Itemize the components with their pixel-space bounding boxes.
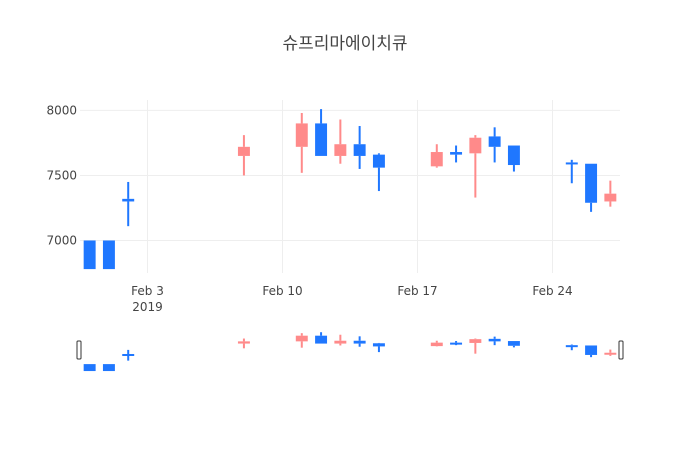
- candle-body: [315, 335, 328, 344]
- candle-body: [122, 354, 135, 356]
- slider-candle: [372, 342, 385, 353]
- y-tick-label: 7500: [46, 168, 77, 182]
- candle-body: [430, 152, 443, 167]
- slider-candle: [430, 340, 443, 347]
- x-tick-label: Feb 17: [397, 284, 437, 298]
- candle-body: [507, 341, 520, 346]
- candle-body: [565, 162, 578, 165]
- candle-body: [488, 136, 501, 147]
- slider-candle: [469, 338, 482, 354]
- candle-body: [295, 123, 308, 147]
- candle-body: [353, 340, 366, 344]
- range-slider-left-handle[interactable]: [76, 340, 82, 360]
- candle: [488, 127, 501, 163]
- candle-body: [565, 345, 578, 348]
- candle-body: [295, 335, 308, 342]
- range-slider-right-handle[interactable]: [618, 340, 624, 360]
- x-axis-ticks: Feb 3 2019 Feb 10 Feb 17 Feb 24: [131, 284, 573, 314]
- candle-body: [334, 340, 347, 344]
- slider-candle: [295, 333, 308, 348]
- candle-body: [604, 193, 617, 202]
- candle-body: [237, 341, 250, 344]
- candle-body: [102, 364, 115, 372]
- candle: [450, 145, 463, 163]
- candle-body: [237, 146, 250, 156]
- candle-body: [488, 338, 501, 342]
- candle: [604, 180, 617, 207]
- candle-body: [450, 342, 463, 345]
- candle-body: [83, 240, 96, 270]
- candle-body: [315, 123, 328, 156]
- main-candles: [83, 109, 617, 270]
- y-axis-ticks: 7000 7500 8000: [46, 103, 77, 247]
- candle-body: [585, 163, 598, 203]
- candle: [122, 181, 135, 227]
- slider-candle: [102, 364, 115, 372]
- candle: [334, 119, 347, 164]
- candle-body: [372, 343, 385, 347]
- candle-body: [469, 137, 482, 154]
- range-slider-background: [79, 329, 621, 373]
- slider-candle: [488, 336, 501, 346]
- candle: [83, 240, 96, 270]
- candle-body: [469, 339, 482, 343]
- candle-body: [83, 364, 96, 372]
- candle: [565, 159, 578, 184]
- slider-candle: [237, 338, 250, 349]
- candle-body: [102, 240, 115, 270]
- slider-candle: [507, 341, 520, 348]
- chart-title: 슈프리마에이치큐: [282, 34, 407, 54]
- x-tick-label: Feb 3: [131, 284, 164, 298]
- grid-lines: [80, 100, 620, 273]
- candle: [507, 145, 520, 172]
- x-tick-sublabel: 2019: [132, 300, 163, 314]
- slider-candle: [315, 332, 328, 344]
- slider-candle: [83, 364, 96, 372]
- slider-candle: [604, 349, 617, 356]
- candle: [102, 240, 115, 270]
- slider-candle: [122, 349, 135, 361]
- candle: [353, 126, 366, 169]
- candle: [469, 135, 482, 198]
- candle-body: [507, 145, 520, 166]
- slider-candle: [450, 341, 463, 346]
- candle-body: [334, 144, 347, 156]
- candle-body: [430, 342, 443, 347]
- x-tick-label: Feb 10: [262, 284, 302, 298]
- candle-body: [353, 144, 366, 156]
- candle: [372, 153, 385, 192]
- candle-body: [122, 198, 135, 202]
- candle: [315, 109, 328, 156]
- candle-body: [372, 154, 385, 168]
- candle: [585, 163, 598, 212]
- candle: [430, 144, 443, 168]
- candle: [295, 113, 308, 173]
- x-tick-label: Feb 24: [532, 284, 572, 298]
- candle: [237, 135, 250, 176]
- range-slider[interactable]: [76, 329, 624, 373]
- y-tick-label: 8000: [46, 103, 77, 117]
- candle-body: [450, 152, 463, 155]
- slider-candle: [565, 344, 578, 351]
- y-tick-label: 7000: [46, 233, 77, 247]
- candle-body: [585, 345, 598, 355]
- slider-candle: [334, 334, 347, 346]
- slider-candle: [585, 345, 598, 358]
- slider-candle: [353, 336, 366, 347]
- candle-body: [604, 352, 617, 355]
